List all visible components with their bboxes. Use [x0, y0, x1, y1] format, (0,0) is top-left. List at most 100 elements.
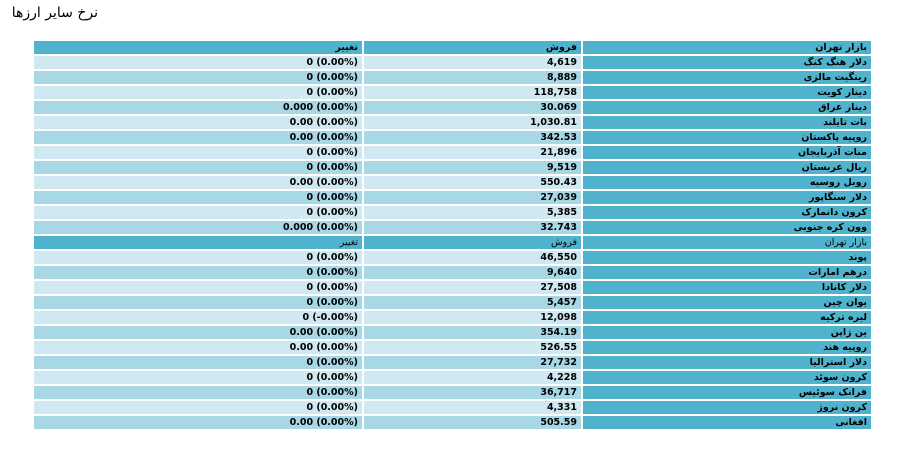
sell-value: 9,519: [364, 161, 581, 174]
header-sell: فروش: [364, 41, 581, 54]
currency-name: کرون نروژ: [583, 401, 871, 414]
table-row: 0 (0.00%) 27,039 دلار سنگاپور: [34, 191, 871, 204]
change-value: 0 (0.00%): [34, 161, 362, 174]
table-row: 0 (0.00%) 9,640 درهم امارات: [34, 266, 871, 279]
table-row: 0 (0.00%) 36,717 فرانک سوئیس: [34, 386, 871, 399]
currency-name: روپیه هند: [583, 341, 871, 354]
table-row: 0.00 (0.00%) 1,030.81 بات تایلند: [34, 116, 871, 129]
sell-value: 5,385: [364, 206, 581, 219]
currency-name: افغانی: [583, 416, 871, 429]
table-row: 0.000 (0.00%) 30.069 دینار عراق: [34, 101, 871, 114]
table-row: 0.000 (0.00%) 32.743 وون کره جنوبی: [34, 221, 871, 234]
table-row: 0 (0.00%) 5,385 کرون دانمارک: [34, 206, 871, 219]
change-value: 0 (0.00%): [34, 356, 362, 369]
currency-name: روبل روسیه: [583, 176, 871, 189]
sell-value: 8,889: [364, 71, 581, 84]
currency-name: وون کره جنوبی: [583, 221, 871, 234]
sell-value: 32.743: [364, 221, 581, 234]
sell-value: 4,331: [364, 401, 581, 414]
table-row: 0 (0.00%) 21,896 منات آذربایجان: [34, 146, 871, 159]
table-row: 0.00 (0.00%) 505.59 افغانی: [34, 416, 871, 429]
sell-value: 36,717: [364, 386, 581, 399]
subheader-market: بازار تهران: [583, 236, 871, 249]
currency-name: ین ژاپن: [583, 326, 871, 339]
change-value: 0 (0.00%): [34, 251, 362, 264]
change-value: 0.00 (0.00%): [34, 176, 362, 189]
sell-value: 354.19: [364, 326, 581, 339]
change-value: 0.00 (0.00%): [34, 131, 362, 144]
table-row: 0.00 (0.00%) 550.43 روبل روسیه: [34, 176, 871, 189]
sell-value: 4,228: [364, 371, 581, 384]
table-row: 0 (-0.00%) 12,098 لیره ترکیه: [34, 311, 871, 324]
subheader-change: تغییر: [34, 236, 362, 249]
change-value: 0 (0.00%): [34, 191, 362, 204]
currency-rates-table: تغییر فروش بازار تهران 0 (0.00%) 4,619 دلا…: [32, 39, 873, 431]
currency-name: کرون سوئد: [583, 371, 871, 384]
change-value: 0 (0.00%): [34, 401, 362, 414]
currency-name: منات آذربایجان: [583, 146, 871, 159]
sell-value: 550.43: [364, 176, 581, 189]
table-row: 0 (0.00%) 118,758 دینار کویت: [34, 86, 871, 99]
sell-value: 1,030.81: [364, 116, 581, 129]
currency-name: دینار عراق: [583, 101, 871, 114]
table-row: 0 (0.00%) 9,519 ریال عربستان: [34, 161, 871, 174]
currency-name: رینگیت مالزی: [583, 71, 871, 84]
sell-value: 27,039: [364, 191, 581, 204]
change-value: 0 (0.00%): [34, 86, 362, 99]
sell-value: 342.53: [364, 131, 581, 144]
change-value: 0.000 (0.00%): [34, 221, 362, 234]
table-subheader-row: تغییر فروش بازار تهران: [34, 236, 871, 249]
table-header-row: تغییر فروش بازار تهران: [34, 41, 871, 54]
table-row: 0 (0.00%) 46,550 پوند: [34, 251, 871, 264]
sell-value: 5,457: [364, 296, 581, 309]
change-value: 0 (0.00%): [34, 206, 362, 219]
sell-value: 27,732: [364, 356, 581, 369]
table-row: 0 (0.00%) 27,732 دلار استرالیا: [34, 356, 871, 369]
change-value: 0 (0.00%): [34, 266, 362, 279]
currency-name: دلار کانادا: [583, 281, 871, 294]
header-market: بازار تهران: [583, 41, 871, 54]
sell-value: 27,508: [364, 281, 581, 294]
sell-value: 12,098: [364, 311, 581, 324]
table-row: 0.00 (0.00%) 354.19 ین ژاپن: [34, 326, 871, 339]
table-row: 0 (0.00%) 27,508 دلار کانادا: [34, 281, 871, 294]
currency-name: روپیه پاکستان: [583, 131, 871, 144]
change-value: 0.000 (0.00%): [34, 101, 362, 114]
table-row: 0 (0.00%) 8,889 رینگیت مالزی: [34, 71, 871, 84]
currency-name: بات تایلند: [583, 116, 871, 129]
currency-name: ریال عربستان: [583, 161, 871, 174]
change-value: 0 (0.00%): [34, 386, 362, 399]
change-value: 0.00 (0.00%): [34, 326, 362, 339]
rates-group-2: 0 (0.00%) 46,550 پوند 0 (0.00%) 9,640 درهم ام…: [34, 251, 871, 429]
change-value: 0.00 (0.00%): [34, 116, 362, 129]
currency-name: دلار هنگ کنگ: [583, 56, 871, 69]
sell-value: 21,896: [364, 146, 581, 159]
sell-value: 4,619: [364, 56, 581, 69]
change-value: 0 (0.00%): [34, 71, 362, 84]
sell-value: 46,550: [364, 251, 581, 264]
header-change: تغییر: [34, 41, 362, 54]
table-row: 0.00 (0.00%) 342.53 روپیه پاکستان: [34, 131, 871, 144]
currency-name: دلار سنگاپور: [583, 191, 871, 204]
table-row: 0 (0.00%) 4,228 کرون سوئد: [34, 371, 871, 384]
change-value: 0 (0.00%): [34, 281, 362, 294]
change-value: 0 (0.00%): [34, 296, 362, 309]
page-title: نرخ سایر ارزها: [11, 5, 98, 21]
currency-name: دلار استرالیا: [583, 356, 871, 369]
change-value: 0 (-0.00%): [34, 311, 362, 324]
currency-name: فرانک سوئیس: [583, 386, 871, 399]
table-row: 0 (0.00%) 4,331 کرون نروژ: [34, 401, 871, 414]
rates-group-1: 0 (0.00%) 4,619 دلار هنگ کنگ 0 (0.00%) 8,889…: [34, 56, 871, 234]
currency-name: یوان چین: [583, 296, 871, 309]
table-row: 0 (0.00%) 4,619 دلار هنگ کنگ: [34, 56, 871, 69]
currency-name: درهم امارات: [583, 266, 871, 279]
change-value: 0.00 (0.00%): [34, 341, 362, 354]
sell-value: 118,758: [364, 86, 581, 99]
sell-value: 30.069: [364, 101, 581, 114]
subheader-sell: فروش: [364, 236, 581, 249]
currency-name: کرون دانمارک: [583, 206, 871, 219]
sell-value: 9,640: [364, 266, 581, 279]
sell-value: 505.59: [364, 416, 581, 429]
change-value: 0 (0.00%): [34, 371, 362, 384]
currency-name: پوند: [583, 251, 871, 264]
